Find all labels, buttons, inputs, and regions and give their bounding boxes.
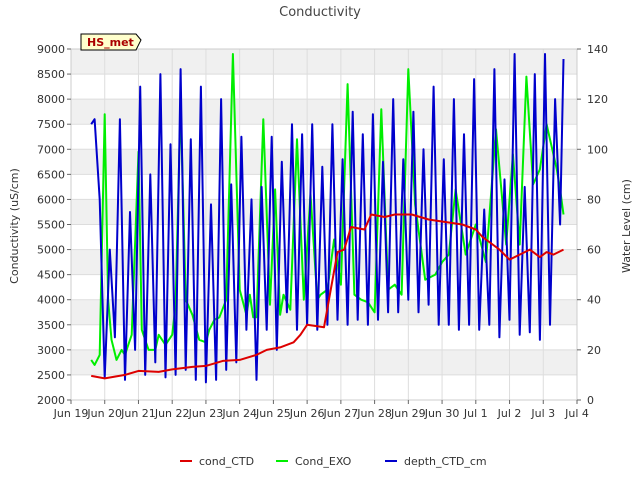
y-left-tick-label: 2000: [37, 394, 65, 407]
y-right-tick-label: 20: [587, 344, 601, 357]
x-tick-label: Jun 19: [53, 407, 89, 420]
y-right-tick-label: 80: [587, 193, 601, 206]
x-tick-label: Jun 28: [356, 407, 392, 420]
x-tick-label: Jun 25: [255, 407, 291, 420]
plot-band: [71, 249, 577, 275]
y-right-tick-label: 40: [587, 294, 601, 307]
y-right-tick-label: 120: [587, 93, 608, 106]
axis-ticks: 2000 2500 3000 3500 4000 4500 5000 5500 6000 6500…: [37, 43, 608, 420]
x-tick-label: Jun 29: [390, 407, 426, 420]
x-tick-label: Jun 24: [221, 407, 257, 420]
badge-box: [80, 33, 142, 51]
y-right-tick-label: 100: [587, 143, 608, 156]
x-tick-label: Jun 27: [323, 407, 359, 420]
x-tick-label: Jun 22: [154, 407, 190, 420]
y-right-tick-label: 140: [587, 43, 608, 56]
y-left-tick-label: 8500: [37, 68, 65, 81]
legend-label: Cond_EXO: [295, 455, 352, 468]
y-left-tick-label: 9000: [37, 43, 65, 56]
y-axis-left-label: Conductivity (uS/cm): [8, 168, 21, 284]
y-left-tick-label: 7500: [37, 118, 65, 131]
x-tick-label: Jul 1: [463, 407, 488, 420]
y-axis-right-label: Water Level (cm): [620, 179, 633, 273]
x-tick-label: Jul 2: [497, 407, 522, 420]
badge-label: HS_met: [87, 36, 134, 49]
y-left-tick-label: 2500: [37, 369, 65, 382]
y-left-tick-label: 6000: [37, 193, 65, 206]
y-left-tick-label: 5000: [37, 244, 65, 257]
legend: cond_CTD Cond_EXO depth_CTD_cm: [180, 455, 487, 468]
x-tick-label: Jun 23: [188, 407, 224, 420]
y-left-tick-label: 4000: [37, 294, 65, 307]
plot-band: [71, 149, 577, 175]
y-left-tick-label: 4500: [37, 269, 65, 282]
y-right-tick-label: 60: [587, 244, 601, 257]
legend-label: cond_CTD: [199, 455, 254, 468]
y-left-tick-label: 7000: [37, 143, 65, 156]
plot-band: [71, 49, 577, 75]
y-left-tick-label: 5500: [37, 219, 65, 232]
x-tick-label: Jul 4: [564, 407, 589, 420]
y-right-tick-label: 0: [587, 394, 594, 407]
series-lines: [90, 53, 565, 384]
x-tick-label: Jun 26: [289, 407, 325, 420]
y-left-tick-label: 3500: [37, 319, 65, 332]
chart-title: Conductivity: [279, 5, 361, 20]
y-left-tick-label: 8000: [37, 93, 65, 106]
station-badge: HS_met: [80, 33, 142, 51]
y-left-tick-label: 6500: [37, 168, 65, 181]
x-tick-label: Jul 3: [530, 407, 555, 420]
x-tick-label: Jun 30: [424, 407, 460, 420]
plot-band: [71, 99, 577, 125]
x-tick-label: Jun 21: [120, 407, 156, 420]
x-tick-label: Jun 20: [86, 407, 122, 420]
series-line-depth-ctd-cm: [90, 53, 565, 384]
series-line-cond-ctd: [91, 213, 564, 380]
y-left-tick-label: 3000: [37, 344, 65, 357]
legend-label: depth_CTD_cm: [404, 455, 487, 468]
series-line-cond-exo: [90, 53, 565, 366]
